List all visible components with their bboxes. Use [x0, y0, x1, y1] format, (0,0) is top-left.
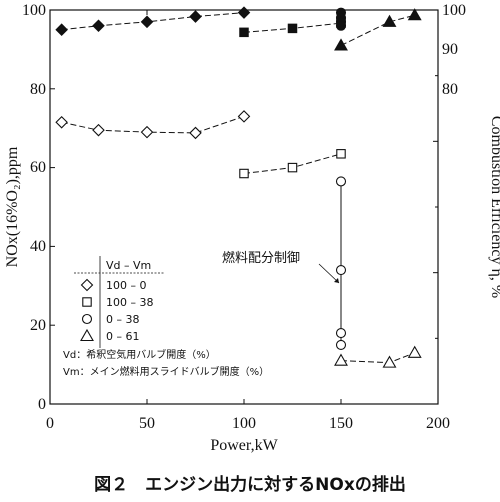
data-point-diamond — [92, 123, 105, 137]
series-line-triangle-left — [340, 352, 415, 364]
legend-marker-triangle — [80, 328, 94, 342]
y-left-tick-label: 100 — [22, 2, 46, 19]
data-point-triangle — [407, 345, 422, 358]
legend-entry-label: 0 – 38 — [106, 313, 140, 326]
legend-marker-square — [82, 297, 92, 307]
y-left-tick-label: 40 — [30, 238, 46, 255]
data-point-triangle — [334, 353, 348, 366]
x-tick-label: 50 — [139, 415, 155, 432]
legend-header: Vd – Vm — [106, 259, 151, 272]
data-point-square — [287, 162, 298, 173]
series-line-diamond-left — [61, 115, 245, 134]
data-point-triangle — [382, 355, 397, 368]
data-point-circle — [335, 264, 347, 276]
x-tick-label: 150 — [329, 415, 353, 432]
data-point-diamond — [92, 19, 105, 33]
y-right-tick-label: 90 — [442, 41, 458, 58]
note-vm: Vm：メイン燃料用スライドバルブ開度（%） — [63, 365, 269, 378]
data-point-diamond — [140, 125, 154, 139]
data-point-triangle — [334, 38, 348, 51]
x-tick-label: 200 — [426, 415, 450, 432]
series-line-triangle-right — [340, 14, 415, 46]
y-right-tick-label: 100 — [442, 2, 466, 19]
data-point-diamond — [189, 10, 202, 23]
x-tick-label: 0 — [46, 415, 54, 432]
annotation-arrowhead — [334, 278, 339, 283]
x-axis-title: Power,kW — [210, 437, 278, 454]
data-point-diamond — [189, 126, 202, 140]
y-left-tick-label: 60 — [30, 159, 46, 176]
data-point-circle — [335, 176, 347, 187]
y-left-axis-title: NOx(16%O₂),ppm — [4, 146, 21, 267]
data-point-diamond — [55, 116, 68, 129]
series-line-diamond-right — [61, 12, 245, 31]
data-point-circle — [335, 339, 347, 350]
legend-entry-label: 100 – 0 — [106, 279, 147, 292]
y-left-tick-label: 80 — [30, 81, 46, 98]
data-point-square — [336, 149, 346, 159]
legend-entry-label: 100 – 38 — [106, 296, 154, 309]
legend-marker-circle — [81, 313, 93, 325]
x-tick-label: 100 — [232, 415, 256, 432]
legend: Vd – Vm 100 – 0 100 – 38 0 – 38 0 – 61 — [74, 256, 165, 348]
data-point-diamond — [140, 15, 154, 29]
data-point-square — [287, 23, 298, 34]
y-left-tick-label: 0 — [38, 396, 46, 413]
data-point-square — [239, 168, 249, 179]
y-right-tick-label: 80 — [442, 81, 458, 98]
plot-frame — [49, 9, 439, 405]
data-point-circle — [335, 20, 347, 31]
data-point-diamond — [55, 23, 68, 36]
legend-entry-label: 0 – 61 — [106, 330, 140, 343]
data-point-triangle — [407, 8, 422, 21]
tick-marks — [49, 9, 439, 405]
figure-caption: 図２ エンジン出力に対するNOxの排出 — [94, 474, 406, 495]
y-left-tick-label: 20 — [30, 317, 46, 334]
legend-marker-diamond — [80, 278, 94, 292]
data-point-diamond — [237, 6, 251, 19]
data-point-diamond — [237, 110, 251, 123]
annotation-leader — [318, 263, 340, 284]
data-point-square — [239, 27, 249, 38]
data-point-circle — [335, 328, 347, 339]
annotation-label: 燃料配分制御 — [222, 250, 300, 266]
series-layer — [55, 6, 422, 368]
y-right-axis-title: Combustion Efficiency η, % — [488, 116, 500, 298]
note-vd: Vd：希釈空気用バルブ開度（%） — [63, 348, 216, 361]
data-point-triangle — [382, 14, 397, 27]
